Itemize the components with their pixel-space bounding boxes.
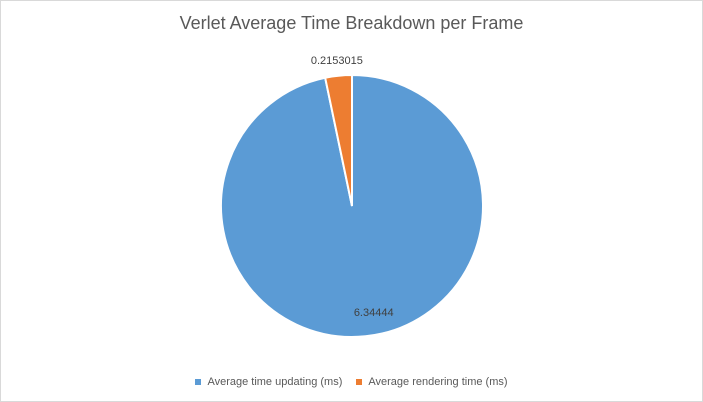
legend-item-rendering: Average rendering time (ms) <box>356 376 508 388</box>
legend-swatch-rendering <box>356 379 363 385</box>
legend-label-rendering: Average rendering time (ms) <box>368 376 508 388</box>
data-label-updating: 6.34444 <box>354 307 394 319</box>
data-label-rendering: 0.2153015 <box>311 55 363 67</box>
chart-title: Verlet Average Time Breakdown per Frame <box>179 13 524 33</box>
legend-label-updating: Average time updating (ms) <box>207 376 343 388</box>
legend-item-updating: Average time updating (ms) <box>195 376 342 388</box>
legend-swatch-updating <box>195 379 202 385</box>
legend: Average time updating (ms) Average rende… <box>1 376 702 388</box>
pie-slice-rendering <box>323 73 353 207</box>
